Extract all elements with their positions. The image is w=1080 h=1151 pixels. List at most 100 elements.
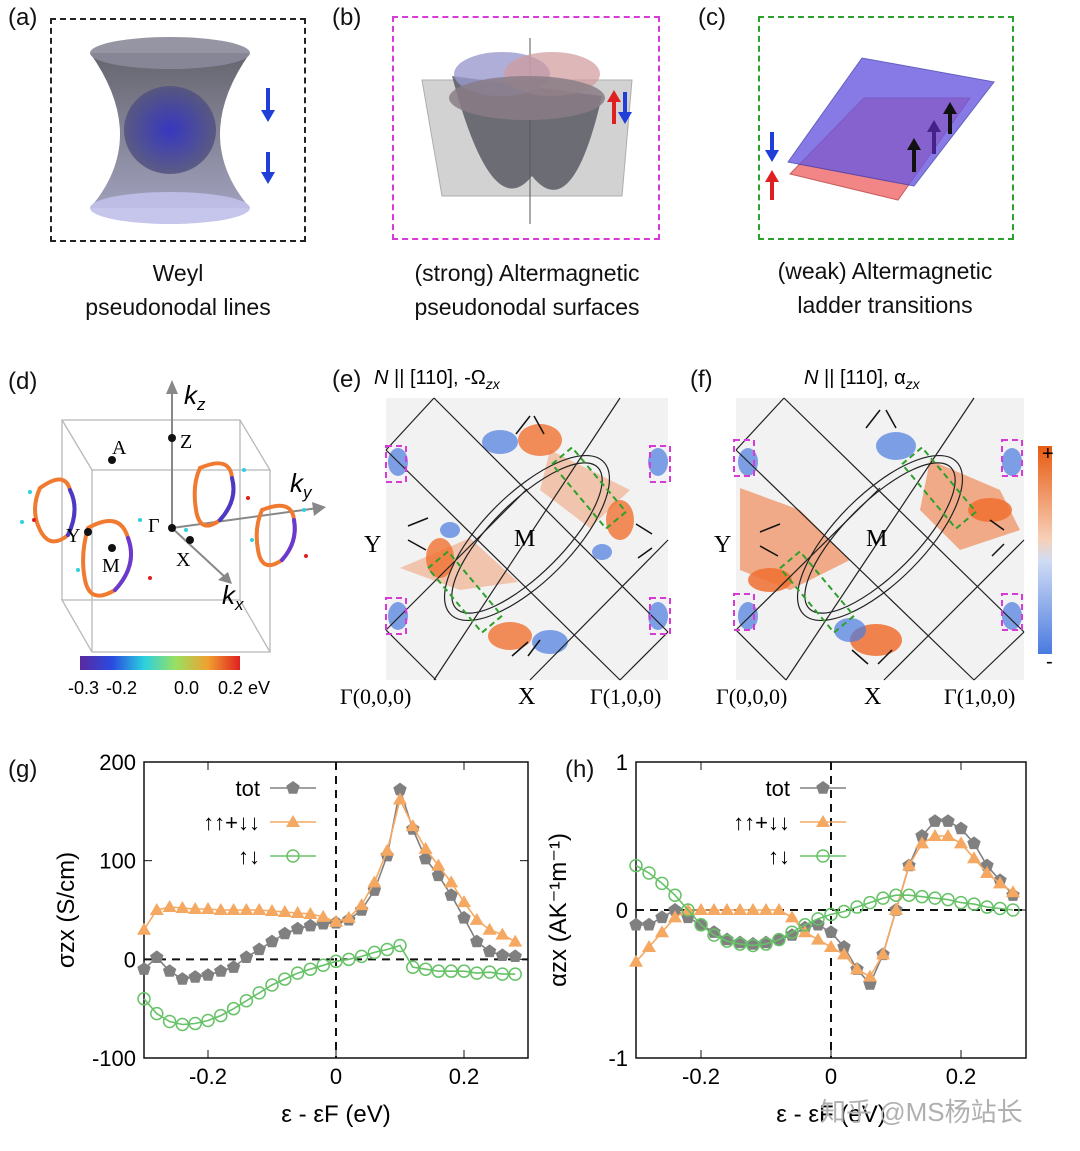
panel-f-label: (f) [690, 366, 713, 393]
ladder-transitions-figure [765, 57, 995, 201]
data-point [889, 888, 903, 902]
data-point [354, 898, 369, 911]
panel-c-caption-line2: ladder transitions [797, 292, 973, 318]
data-point [367, 875, 382, 888]
panel-f-title: N || [110], αzx [804, 367, 921, 392]
scale-minus: - [1046, 651, 1053, 673]
data-point [418, 962, 433, 976]
data-point [406, 960, 420, 974]
data-point [342, 952, 356, 967]
panel-f-x-label: X [864, 684, 881, 710]
panel-a-caption: Weyl pseudonodal lines [20, 256, 336, 324]
data-point [941, 829, 955, 841]
point-m: M [102, 555, 120, 577]
data-point [980, 900, 994, 914]
data-point [824, 907, 838, 922]
scale-plus: + [1042, 443, 1054, 465]
point-z: Z [180, 431, 192, 453]
panel-a-caption-line1: Weyl [152, 260, 204, 286]
data-point [928, 891, 942, 905]
kx-axis-head [218, 572, 232, 584]
data-point [290, 921, 305, 935]
panel-b-caption: (strong) Altermagnetic pseudonodal surfa… [362, 256, 692, 324]
spin-up-arrow-head [607, 90, 621, 102]
data-point [226, 960, 241, 973]
data-point [431, 964, 446, 978]
surface-rim [449, 76, 605, 120]
data-point [418, 841, 433, 854]
data-point [642, 866, 656, 880]
data-point [149, 903, 164, 915]
data-point [629, 858, 643, 873]
data-point [941, 814, 955, 827]
data-point [707, 903, 721, 915]
data-point [239, 994, 254, 1008]
colorbar-tick-1: -0.3 [68, 678, 99, 698]
data-point [495, 948, 510, 961]
x-tick-label: 0 [330, 1064, 342, 1089]
series-2 [137, 938, 522, 1032]
spin-up-arrow-head [765, 170, 779, 182]
panel-e-x-label: X [518, 684, 535, 710]
panel-f-gamma1-label: Γ(1,0,0) [944, 684, 1015, 709]
data-point [694, 903, 708, 915]
data-point [457, 895, 471, 908]
ky-axis-head [312, 502, 326, 516]
panel-f-m-label: M [866, 526, 887, 552]
data-point [746, 938, 760, 953]
data-point [252, 942, 266, 956]
cyan-dots [20, 468, 306, 572]
legend-label: ↑↑+↓↓ [203, 810, 260, 835]
transition-arrow-1-head [907, 138, 921, 150]
data-point [226, 903, 241, 915]
panel-b-label: (b) [332, 4, 362, 31]
legend-marker [816, 815, 830, 827]
data-point [954, 895, 968, 910]
data-point [201, 902, 215, 915]
panel-a-caption-line2: pseudonodal lines [85, 294, 271, 320]
data-point [137, 962, 151, 975]
data-point [380, 843, 395, 856]
data-point [457, 910, 471, 924]
legend-label: ↑↓ [768, 844, 790, 869]
nodal-curves [33, 461, 297, 598]
data-point [316, 958, 330, 973]
data-point [967, 851, 981, 864]
panel-e-title: N || [110], -Ωzx [374, 367, 501, 392]
data-point [175, 972, 190, 985]
cone-top [90, 37, 250, 69]
data-point [508, 967, 522, 981]
high-symmetry-dots [84, 434, 194, 552]
data-point [508, 949, 522, 962]
data-point [759, 903, 773, 915]
colorbar-tick-4: 0.2 eV [218, 678, 270, 698]
colorbar-tick-2: -0.2 [106, 678, 137, 698]
data-point [495, 927, 510, 940]
scale-colorbar [1038, 446, 1052, 654]
data-point [629, 954, 643, 967]
transition-arrow-2-head [927, 120, 941, 132]
data-point [967, 897, 981, 911]
point-a: A [112, 437, 127, 459]
series-0 [137, 782, 522, 985]
data-point [785, 910, 799, 923]
y-axis-label: αzx (AK⁻¹m⁻¹) [545, 833, 572, 987]
highlight-boxes [733, 439, 1023, 634]
nodal-line [124, 86, 216, 174]
point-gamma: Γ [148, 515, 160, 537]
data-point [655, 876, 669, 891]
fermi-lines [385, 397, 669, 681]
x-axis-label: ε - εF (eV) [776, 1101, 885, 1128]
data-point [915, 829, 929, 842]
data-point [277, 904, 292, 917]
data-point [393, 792, 407, 805]
panel-c-caption-line1: (weak) Altermagnetic [777, 258, 993, 284]
colorbar-tick-3: 0.0 [174, 678, 199, 698]
data-point [303, 962, 318, 976]
panel-e-gamma0-label: Γ(0,0,0) [340, 684, 411, 709]
panel-c-frame [758, 16, 1014, 240]
data-point [380, 942, 394, 957]
panel-e-gamma1-label: Γ(1,0,0) [590, 684, 661, 709]
y-tick-label: -100 [92, 1046, 136, 1071]
watermark: 知乎 @MS杨站长 [820, 1097, 1023, 1127]
